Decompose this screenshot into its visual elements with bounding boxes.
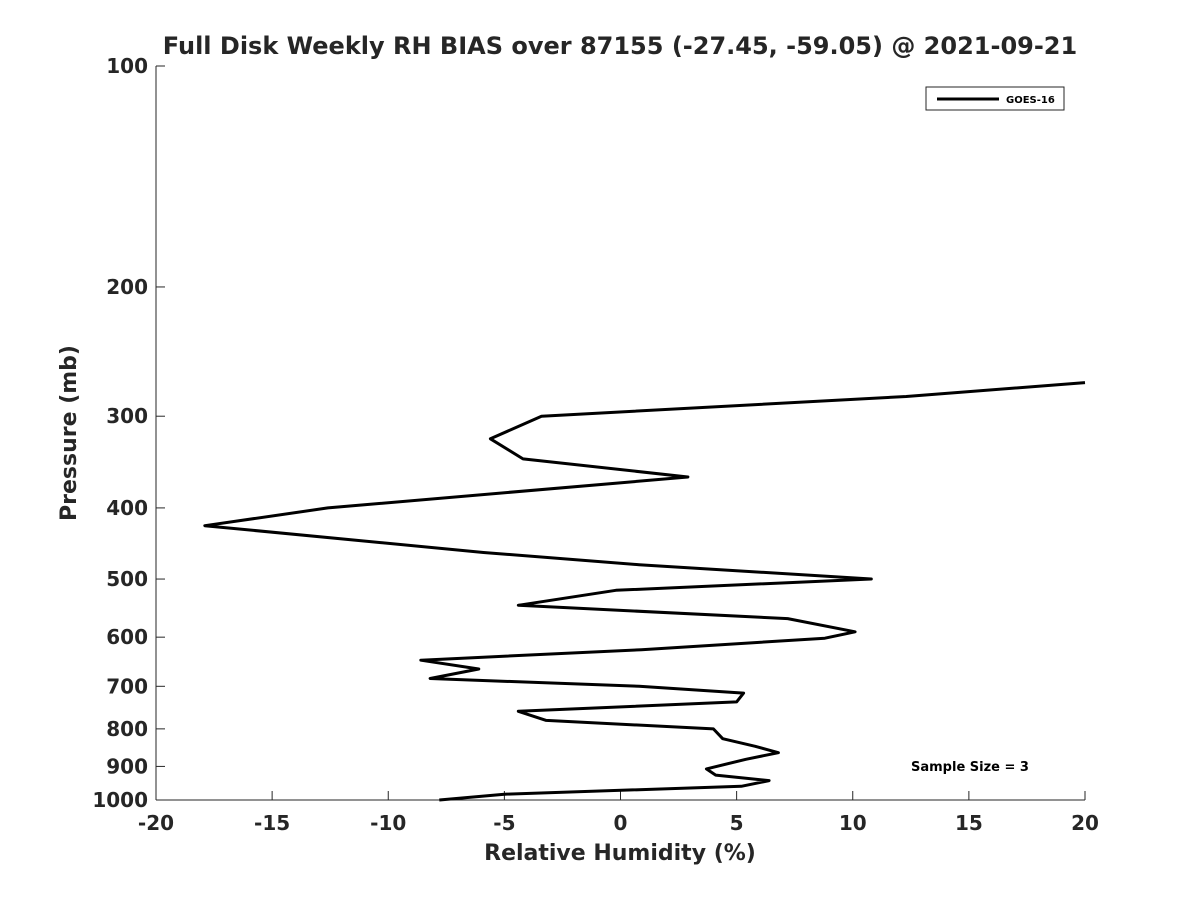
x-tick-label: 15 [955,811,983,835]
legend: GOES-16 [925,86,1065,111]
y-axis-label: Pressure (mb) [57,345,82,521]
y-axis-ticks: 100 200 300 400 500 600 700 800 900 1000 [92,54,165,812]
y-tick-label: 100 [106,54,148,78]
x-tick-label: 5 [730,811,744,835]
x-tick-label: 20 [1071,811,1099,835]
legend-label-goes-16: GOES-16 [1006,95,1055,106]
y-tick-label: 300 [106,404,148,428]
x-axis-ticks: -20 -15 -10 -5 0 5 10 15 20 [138,791,1099,835]
y-tick-label: 600 [106,625,148,649]
sample-size-annotation: Sample Size = 3 [911,760,1029,775]
y-tick-label: 700 [106,674,148,698]
y-tick-label: 400 [106,496,148,520]
y-tick-label: 200 [106,275,148,299]
y-tick-label: 1000 [92,788,148,812]
x-tick-label: -20 [138,811,174,835]
x-tick-label: -15 [254,811,290,835]
x-tick-label: 10 [839,811,867,835]
x-tick-label: -10 [370,811,406,835]
series-line-goes-16 [203,381,1086,802]
chart-title: Full Disk Weekly RH BIAS over 87155 (-27… [163,32,1077,60]
y-tick-label: 500 [106,567,148,591]
y-tick-label: 900 [106,754,148,778]
x-tick-label: 0 [614,811,628,835]
y-tick-label: 800 [106,717,148,741]
x-tick-label: -5 [493,811,515,835]
x-axis-label: Relative Humidity (%) [484,841,756,866]
